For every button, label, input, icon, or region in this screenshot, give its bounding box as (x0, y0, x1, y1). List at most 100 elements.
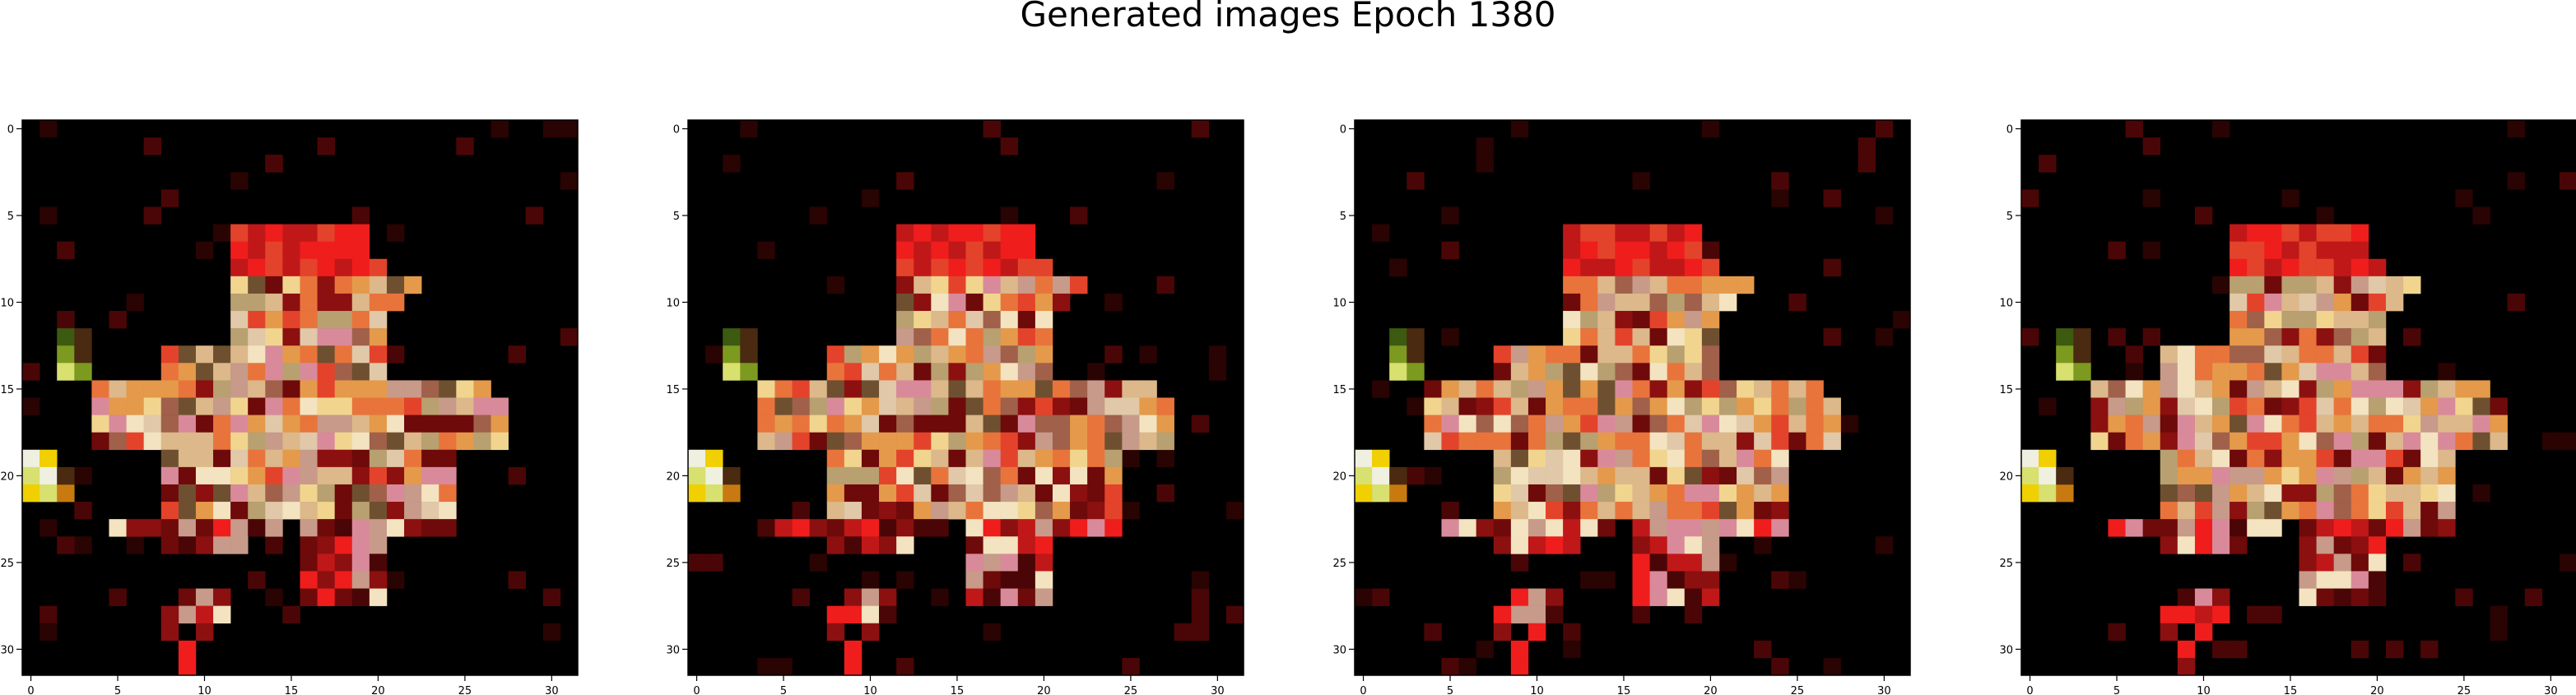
pixel (2142, 189, 2161, 207)
pixel (2403, 502, 2421, 520)
pixel (1035, 484, 1053, 503)
pixel (2385, 449, 2404, 468)
pixel (2160, 623, 2178, 642)
pixel (282, 258, 300, 277)
pixel (213, 345, 231, 364)
pixel (1372, 484, 1390, 503)
pixel (983, 432, 1001, 451)
pixel (2350, 241, 2369, 260)
pixel (421, 380, 439, 398)
pixel (2194, 588, 2213, 606)
pixel (2160, 345, 2178, 364)
pixel (334, 588, 353, 606)
pixel (774, 397, 793, 415)
pixel (2299, 554, 2317, 572)
pixel (1017, 519, 1036, 537)
pixel (1597, 293, 1616, 312)
pixel (126, 432, 144, 451)
pixel (948, 432, 966, 451)
pixel (421, 519, 439, 537)
pixel (334, 224, 353, 242)
pixel (983, 536, 1001, 554)
pixel (896, 363, 914, 381)
pixel (230, 293, 249, 312)
pixel (265, 363, 283, 381)
pixel (2299, 466, 2317, 485)
pixel (351, 415, 370, 433)
pixel (195, 363, 214, 381)
pixel (1493, 519, 1512, 537)
pixel (2333, 224, 2352, 242)
pixel (57, 363, 75, 381)
pixel (1087, 363, 1105, 381)
pixel (317, 137, 335, 155)
pixel (2316, 571, 2334, 589)
x-tick-label: 30 (545, 685, 559, 695)
pixel (1701, 588, 1720, 606)
pixel (1441, 241, 1459, 260)
pixel (1771, 519, 1789, 537)
pixel (861, 623, 880, 642)
pixel (2403, 415, 2421, 433)
pixel (740, 363, 758, 381)
pixel (213, 466, 231, 485)
pixel (1052, 466, 1071, 485)
pixel (2264, 241, 2282, 260)
pixel (2350, 466, 2369, 485)
pixel (421, 502, 439, 520)
pixel (2368, 502, 2387, 520)
pixel (1424, 432, 1442, 451)
pixel (861, 519, 880, 537)
pixel (1546, 449, 1564, 468)
pixel (300, 380, 318, 398)
pixel (2299, 484, 2317, 503)
pixel (2316, 380, 2334, 398)
pixel (282, 449, 300, 468)
pixel (983, 502, 1001, 520)
pixel (844, 397, 863, 415)
pixel (213, 432, 231, 451)
x-tick-label: 15 (951, 685, 965, 695)
pixel (1684, 293, 1703, 312)
pixel (334, 293, 353, 312)
pixel (1087, 502, 1105, 520)
pixel (195, 415, 214, 433)
pixel (560, 328, 579, 346)
pixel (317, 536, 335, 554)
pixel (369, 571, 388, 589)
pixel (844, 449, 863, 468)
pixel (1191, 605, 1210, 624)
pixel (931, 328, 949, 346)
pixel (1493, 345, 1512, 364)
pixel (983, 571, 1001, 589)
pixel (317, 432, 335, 451)
pixel (351, 380, 370, 398)
pixel (282, 466, 300, 485)
pixel (723, 484, 741, 503)
pixel (213, 415, 231, 433)
y-tick-label: 5 (1340, 211, 1346, 223)
pixel (404, 519, 422, 537)
pixel (2212, 466, 2230, 485)
pixel (1649, 571, 1667, 589)
pixel (230, 432, 249, 451)
pixel (1407, 397, 1425, 415)
pixel (826, 623, 845, 642)
pixel (1684, 571, 1703, 589)
pixel (1000, 415, 1019, 433)
pixel (2333, 484, 2352, 503)
pixel (948, 224, 966, 242)
pixel (1510, 502, 1529, 520)
pixel (1087, 519, 1105, 537)
pixel (879, 397, 897, 415)
pixel (369, 554, 388, 572)
pixel (2125, 345, 2143, 364)
pixel (948, 293, 966, 312)
pixel (1649, 328, 1667, 346)
pixel (1823, 189, 1841, 207)
y-tick-label: 15 (666, 384, 680, 396)
pixel (1701, 554, 1720, 572)
pixel (2108, 415, 2126, 433)
pixel (1017, 449, 1036, 468)
